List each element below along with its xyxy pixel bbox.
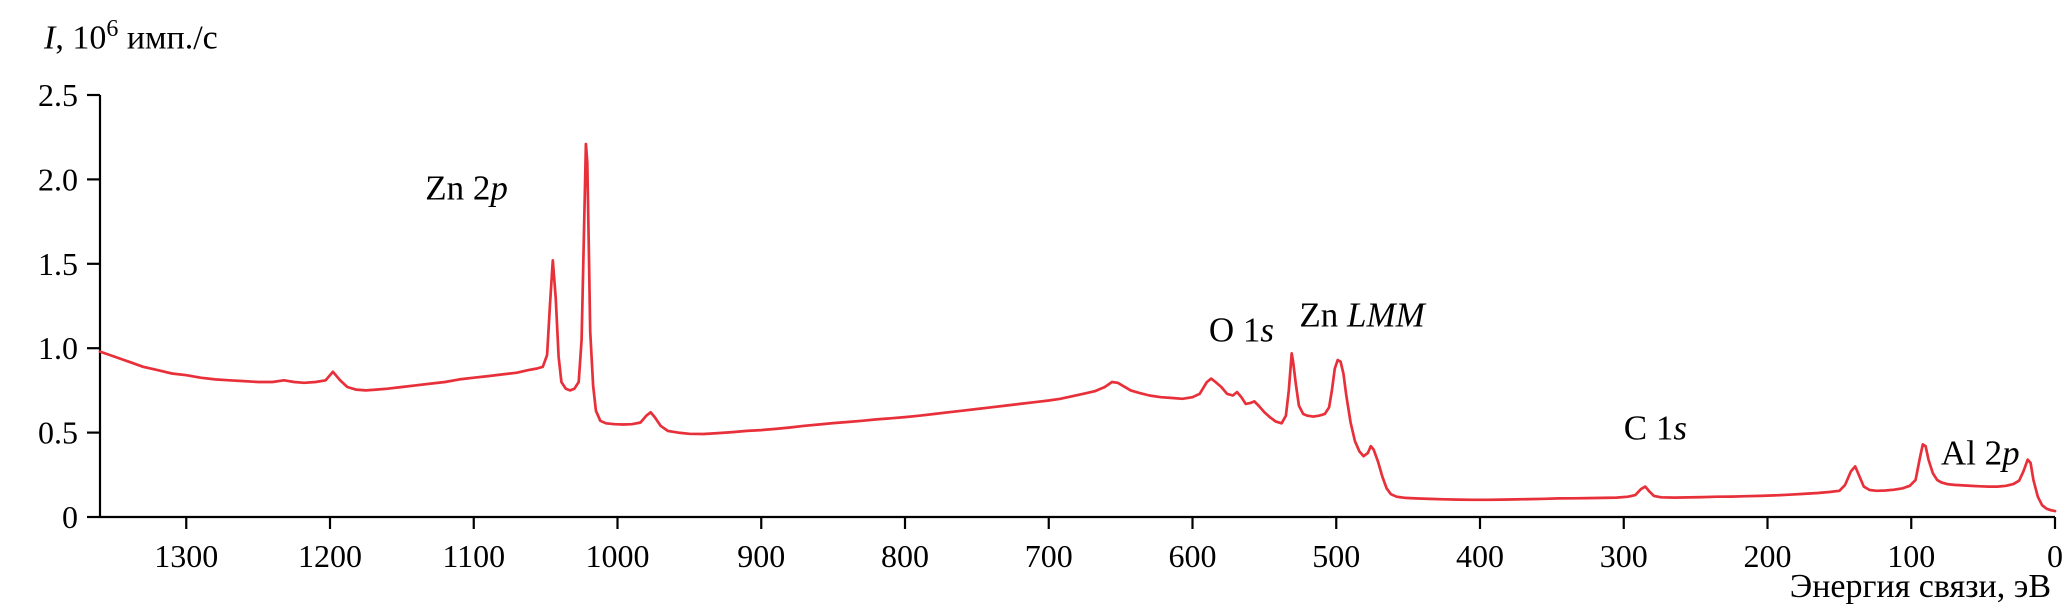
x-tick-label: 200 [1744, 538, 1792, 574]
y-tick-label: 1.0 [38, 330, 78, 366]
y-axis-title-mid: , 10 [55, 19, 107, 57]
x-tick-label: 700 [1025, 538, 1073, 574]
x-tick-label: 1000 [586, 538, 650, 574]
y-axis-title-exponent: 6 [106, 16, 119, 42]
x-tick-label: 500 [1312, 538, 1360, 574]
x-tick-label: 1300 [154, 538, 218, 574]
x-tick-label: 300 [1600, 538, 1648, 574]
x-tick-label: 0 [2047, 538, 2063, 574]
peak-label: Al 2p [1941, 434, 2020, 473]
y-axis-title-symbol: I [44, 19, 56, 57]
x-tick-label: 400 [1456, 538, 1504, 574]
x-tick-label: 600 [1169, 538, 1217, 574]
y-axis-title-units: имп./с [118, 19, 218, 57]
peak-label: Zn 2p [425, 169, 508, 208]
spectrum-line [98, 142, 2057, 513]
y-tick-label: 2.5 [38, 77, 78, 113]
peak-label: C 1s [1624, 408, 1687, 447]
x-tick-label: 1200 [298, 538, 362, 574]
x-tick-label: 900 [737, 538, 785, 574]
peak-label: Zn LMM [1299, 295, 1426, 334]
y-tick-label: 2.0 [38, 161, 78, 197]
y-tick-label: 0.5 [38, 415, 78, 451]
x-tick-label: 1100 [442, 538, 505, 574]
y-tick-label: 0 [62, 499, 78, 535]
x-axis-title: Энергия связи, эВ [1789, 568, 2051, 605]
y-tick-label: 1.5 [38, 246, 78, 282]
x-tick-label: 100 [1887, 538, 1935, 574]
x-tick-label: 800 [881, 538, 929, 574]
peak-label: O 1s [1209, 310, 1274, 349]
y-axis-title: I, 106 имп./с [44, 16, 218, 57]
